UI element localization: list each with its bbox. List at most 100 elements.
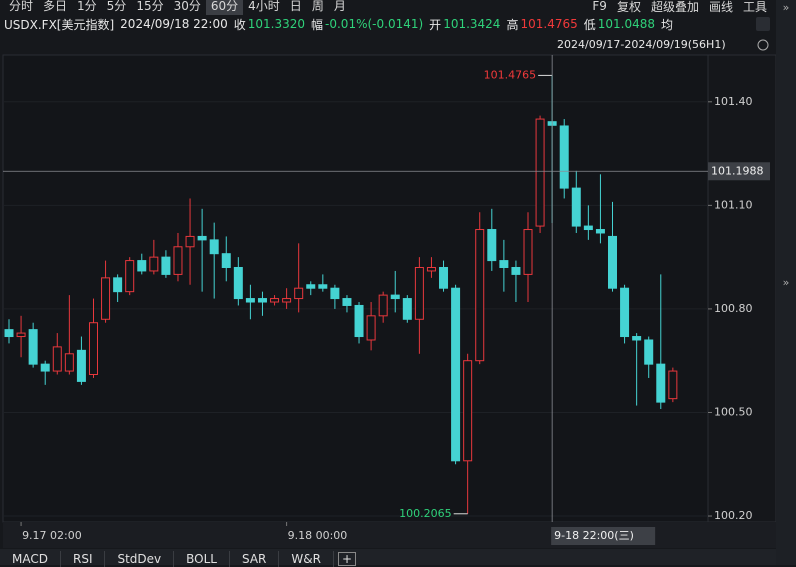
label: 幅 (311, 17, 324, 32)
candle-body (137, 260, 147, 272)
period-button[interactable]: 4小时 (248, 0, 280, 13)
candle-body (257, 298, 267, 303)
period-button[interactable]: 月 (333, 0, 346, 13)
indicator-tab[interactable]: SAR (230, 551, 280, 567)
candle-body (620, 287, 630, 338)
indicator-tab[interactable]: W&R (279, 551, 334, 567)
candle-body (294, 287, 304, 300)
candle-body (439, 266, 449, 289)
candle-body (426, 266, 436, 272)
candle-body (378, 294, 388, 317)
period-button[interactable]: 分时 (9, 0, 34, 13)
candle-body (644, 339, 654, 365)
wp-icon[interactable] (756, 17, 770, 31)
symbol: USDX.FX[美元指数] (4, 17, 115, 32)
indicator-tab[interactable]: BOLL (174, 551, 230, 567)
tab-bar (0, 549, 776, 565)
y-tick-label: 100.80 (714, 302, 753, 315)
side-panel (776, 0, 796, 565)
candle-body (270, 298, 280, 303)
more-icon[interactable]: » (783, 1, 790, 14)
tool-button[interactable]: 复权 (616, 0, 641, 14)
chart-subtitle: 2024/09/17-2024/09/19(56H1) (557, 38, 726, 51)
crosshair-y-box (708, 162, 770, 181)
candle-body (559, 125, 569, 189)
candle-body (149, 256, 159, 272)
expand-icon[interactable]: » (783, 276, 790, 289)
candle-body (523, 229, 533, 275)
period-button[interactable]: 日 (289, 0, 302, 13)
period-button[interactable]: 多日 (43, 0, 68, 13)
candle-body (101, 277, 111, 320)
candle-body (535, 118, 545, 227)
tool-button[interactable]: 工具 (742, 0, 767, 14)
candle-body (28, 329, 38, 365)
x-tick-label: 9.18 00:00 (288, 529, 348, 542)
candle-body (366, 315, 376, 341)
y-tick-label: 100.50 (714, 405, 753, 418)
label: 低 (583, 17, 596, 32)
period-button[interactable]: 60分 (205, 0, 244, 15)
candle-body (233, 266, 243, 300)
x-tick-label: 9.17 02:00 (22, 529, 82, 542)
candle-body (668, 370, 678, 400)
candle-body (656, 363, 666, 403)
period-button[interactable]: 1分 (77, 0, 97, 13)
candle-body (306, 284, 316, 289)
candle-body (161, 256, 171, 275)
candle-body (4, 329, 14, 338)
label: 收 (233, 17, 246, 32)
tool-button[interactable]: 画线 (708, 0, 733, 14)
candle-body (197, 235, 207, 241)
crosshair-x-label: 9-18 22:00(三) (554, 529, 634, 542)
candle-body (499, 260, 509, 268)
candle-body (451, 287, 461, 462)
candle-body (354, 304, 364, 338)
period-button[interactable]: 周 (311, 0, 324, 13)
candle-body (173, 246, 183, 275)
indicator-tab[interactable]: StdDev (105, 551, 175, 567)
y-tick-label: 100.20 (714, 509, 753, 522)
candle-body (330, 287, 340, 300)
period-button[interactable]: 15分 (136, 0, 164, 13)
zoom-icon[interactable] (757, 39, 769, 51)
crosshair-y-label: 101.1988 (711, 164, 764, 177)
candle-body (390, 294, 400, 300)
candle-body (414, 266, 424, 320)
indicator-tab[interactable]: MACD (0, 551, 61, 567)
candle-body (402, 298, 412, 320)
candle-body (583, 225, 593, 231)
candle-body (64, 353, 74, 372)
time: 2024/09/18 22:00 (120, 17, 228, 31)
y-tick-label: 101.40 (714, 95, 753, 108)
candle-body (595, 229, 605, 234)
candle-body (52, 346, 62, 372)
period-button[interactable]: 30分 (173, 0, 201, 13)
candle-body (571, 187, 581, 227)
add-tab[interactable]: + (337, 552, 357, 566)
candle-body (342, 298, 352, 306)
candle-body (608, 235, 617, 289)
candle-body (113, 277, 123, 293)
indicator-tabs: MACD RSI StdDev BOLL SAR W&R + (0, 551, 357, 567)
candle-body (88, 322, 98, 376)
min-label: 100.2065 (399, 507, 452, 520)
change: -0.01%(-0.0141) (325, 17, 424, 31)
time-axis (3, 522, 776, 548)
candle-body (632, 336, 642, 341)
crosshair-x-box (551, 527, 656, 545)
candle-body (76, 349, 86, 382)
period-button[interactable]: 5分 (106, 0, 127, 13)
tool-button[interactable]: F9 (592, 0, 607, 13)
close: 101.3320 (247, 17, 306, 31)
indicator-tab[interactable]: RSI (61, 551, 106, 567)
candle-body (221, 253, 231, 268)
candle-body (125, 260, 135, 293)
tool-button[interactable]: 超级叠加 (650, 0, 699, 14)
candle-body (40, 363, 50, 372)
label: 均 (661, 17, 674, 32)
candle-body (487, 229, 497, 262)
candle-body (16, 332, 26, 338)
candle-body (185, 235, 195, 248)
